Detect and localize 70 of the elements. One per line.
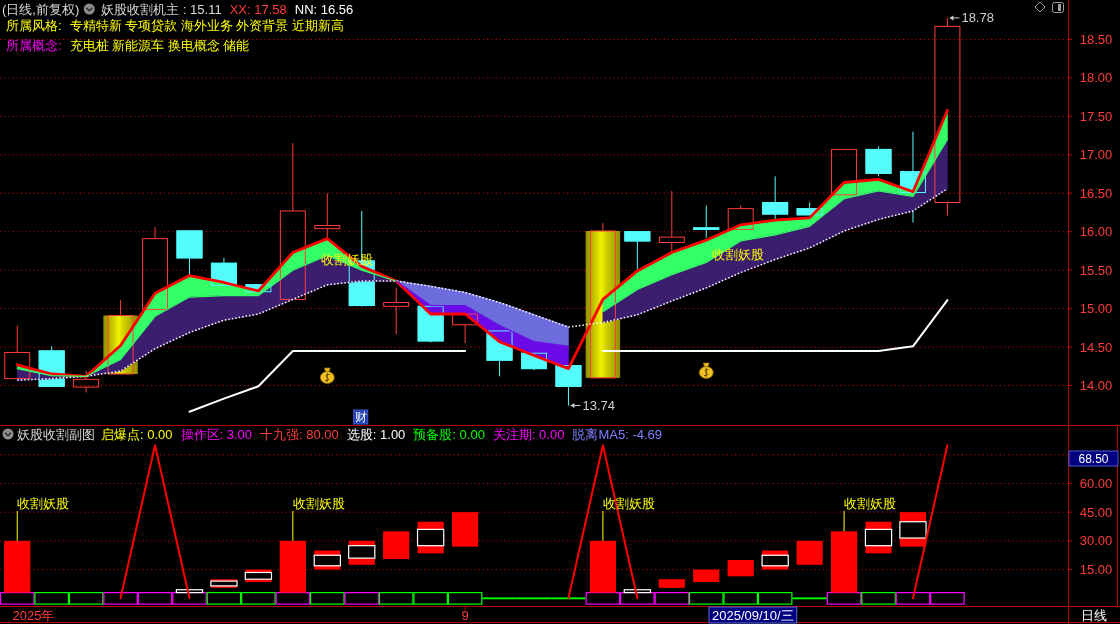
bar	[279, 540, 306, 593]
annotation: 关注期: 0.00	[492, 426, 565, 442]
y-tick-label: 45.00	[1079, 504, 1113, 520]
y-tick-label: 16.50	[1079, 185, 1113, 201]
candlestick	[624, 231, 651, 270]
candlestick	[279, 142, 306, 300]
y-tick-label: 14.50	[1079, 339, 1113, 355]
y-tick-label: 15.00	[1079, 562, 1113, 578]
annotation: 充电桩 新能源车 换电概念 储能	[69, 37, 250, 53]
annotation: 13.74	[582, 398, 615, 414]
y-tick-label: 16.00	[1079, 224, 1113, 240]
candlestick	[383, 287, 410, 335]
y-tick-label: 15.50	[1079, 262, 1113, 278]
chart-title: (日线,前复权)	[2, 1, 80, 17]
annotation: XX: 17.58	[229, 1, 287, 17]
annotation: 操作区: 3.00	[180, 426, 253, 442]
bar	[589, 540, 616, 593]
annotation: 所属概念:	[6, 37, 62, 53]
candlestick	[107, 299, 134, 375]
bar	[383, 531, 410, 560]
annotation: 专精特新 专项贷款 海外业务 外资背景 近期新高	[69, 17, 345, 33]
candlestick	[589, 222, 616, 379]
candlestick	[142, 226, 169, 310]
annotation: 脱离MA5: -4.69	[572, 426, 663, 442]
bar	[344, 592, 380, 605]
bar	[693, 569, 720, 583]
bar	[727, 560, 754, 577]
bar	[796, 540, 823, 565]
y-tick-label: 15.00	[1079, 301, 1113, 317]
annotation: 收割妖股	[844, 495, 897, 511]
y-tick-label: 18.50	[1079, 31, 1113, 47]
annotation: 财	[354, 410, 367, 424]
bar	[175, 589, 204, 594]
chart-title: 妖股收割副图	[17, 426, 95, 442]
y-tick-label: 30.00	[1079, 533, 1113, 549]
text: 68.50	[1078, 451, 1109, 466]
annotation: 18.78	[961, 10, 994, 26]
annotation: 十九强: 80.00	[260, 426, 339, 442]
annotation: 启爆点: 0.00	[101, 426, 173, 442]
annotation: 收割妖股	[292, 495, 345, 511]
bar	[416, 528, 445, 547]
bar	[313, 554, 341, 567]
candlestick	[73, 370, 100, 393]
y-tick-label: 60.00	[1079, 475, 1113, 491]
bar	[658, 579, 685, 588]
annotation: 预备股: 0.00	[413, 426, 485, 442]
bar	[830, 531, 858, 593]
bar	[348, 545, 376, 559]
annotation: 所属风格:	[6, 17, 62, 33]
text: 日线	[1081, 607, 1107, 623]
bar	[864, 528, 893, 547]
y-tick-label: 14.00	[1079, 378, 1113, 394]
annotation: 选股: 1.00	[346, 426, 406, 442]
candlestick	[831, 148, 858, 196]
candlestick	[4, 325, 31, 380]
annotation: 妖股收割机主 : 15.11	[101, 1, 222, 17]
candlestick	[693, 205, 720, 239]
y-tick-label: 18.00	[1079, 70, 1113, 86]
y-tick-label: 17.00	[1079, 147, 1113, 163]
bar	[4, 540, 31, 593]
text: 2025/09/10/三	[712, 607, 794, 623]
bar	[899, 521, 927, 539]
y-tick-label: 17.50	[1079, 108, 1113, 124]
bar	[761, 554, 789, 567]
bar	[623, 589, 652, 594]
text: 2025年	[12, 607, 55, 623]
annotation: 收割妖股	[17, 495, 70, 511]
annotation: NN: 16.56	[294, 1, 354, 17]
x-tick-label: 9	[461, 607, 469, 623]
bar	[452, 512, 479, 547]
